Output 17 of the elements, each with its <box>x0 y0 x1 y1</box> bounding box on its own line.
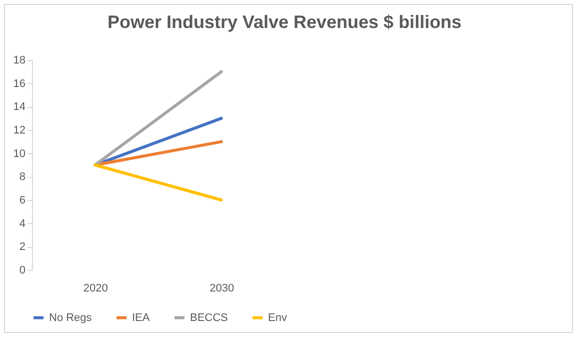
y-tick-label: 0 <box>19 264 26 276</box>
legend-label: Env <box>268 312 288 324</box>
legend-label: IEA <box>132 312 150 324</box>
y-tick-label: 14 <box>13 101 26 114</box>
legend-label: BECCS <box>190 312 228 324</box>
y-tick-label: 10 <box>13 148 26 160</box>
y-tick-label: 6 <box>19 194 26 206</box>
y-tick-label: 12 <box>13 124 26 136</box>
y-tick-label: 4 <box>19 218 26 230</box>
y-tick-label: 2 <box>19 241 26 254</box>
legend-label: No Regs <box>49 312 92 324</box>
y-tick-label: 8 <box>19 171 26 184</box>
x-tick-label: 2030 <box>210 282 234 294</box>
y-tick-label: 16 <box>13 78 26 90</box>
chart-title: Power Industry Valve Revenues $ billions <box>107 12 462 32</box>
x-tick-label: 2020 <box>83 282 108 294</box>
y-tick-label: 18 <box>13 54 26 66</box>
